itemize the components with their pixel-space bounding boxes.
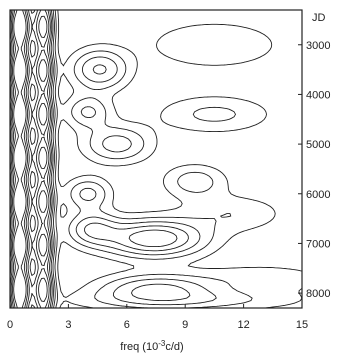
x-axis-label: freq (10-3c/d) <box>120 339 183 353</box>
y-tick-label: 6000 <box>306 189 330 201</box>
y-tick-label: 8000 <box>306 288 330 300</box>
x-axis: 0 3 6 9 12 15 <box>7 304 308 331</box>
y-axis: 3000 4000 5000 6000 7000 8000 <box>298 40 330 300</box>
x-tick-label: 3 <box>65 319 71 331</box>
y-axis-label: JD <box>312 12 326 24</box>
contour-level <box>57 10 302 308</box>
contour-level <box>10 10 178 308</box>
contour-level <box>11 10 48 308</box>
contour-level <box>52 10 217 308</box>
y-tick-label: 7000 <box>306 238 330 250</box>
x-tick-label: 0 <box>7 319 13 331</box>
contour-level <box>50 10 191 308</box>
contour-level <box>54 10 253 308</box>
x-tick-label: 9 <box>182 319 188 331</box>
contour-level <box>13 10 27 308</box>
y-tick-label: 5000 <box>306 139 330 151</box>
x-tick-label: 6 <box>124 319 130 331</box>
contour-level <box>10 10 52 308</box>
contour-lines <box>10 10 302 308</box>
y-tick-label: 4000 <box>306 89 330 101</box>
contour-level <box>10 10 50 308</box>
x-tick-label: 15 <box>296 319 308 331</box>
y-tick-label: 3000 <box>306 40 330 52</box>
x-tick-label: 12 <box>237 319 249 331</box>
plot-frame <box>9 9 303 309</box>
